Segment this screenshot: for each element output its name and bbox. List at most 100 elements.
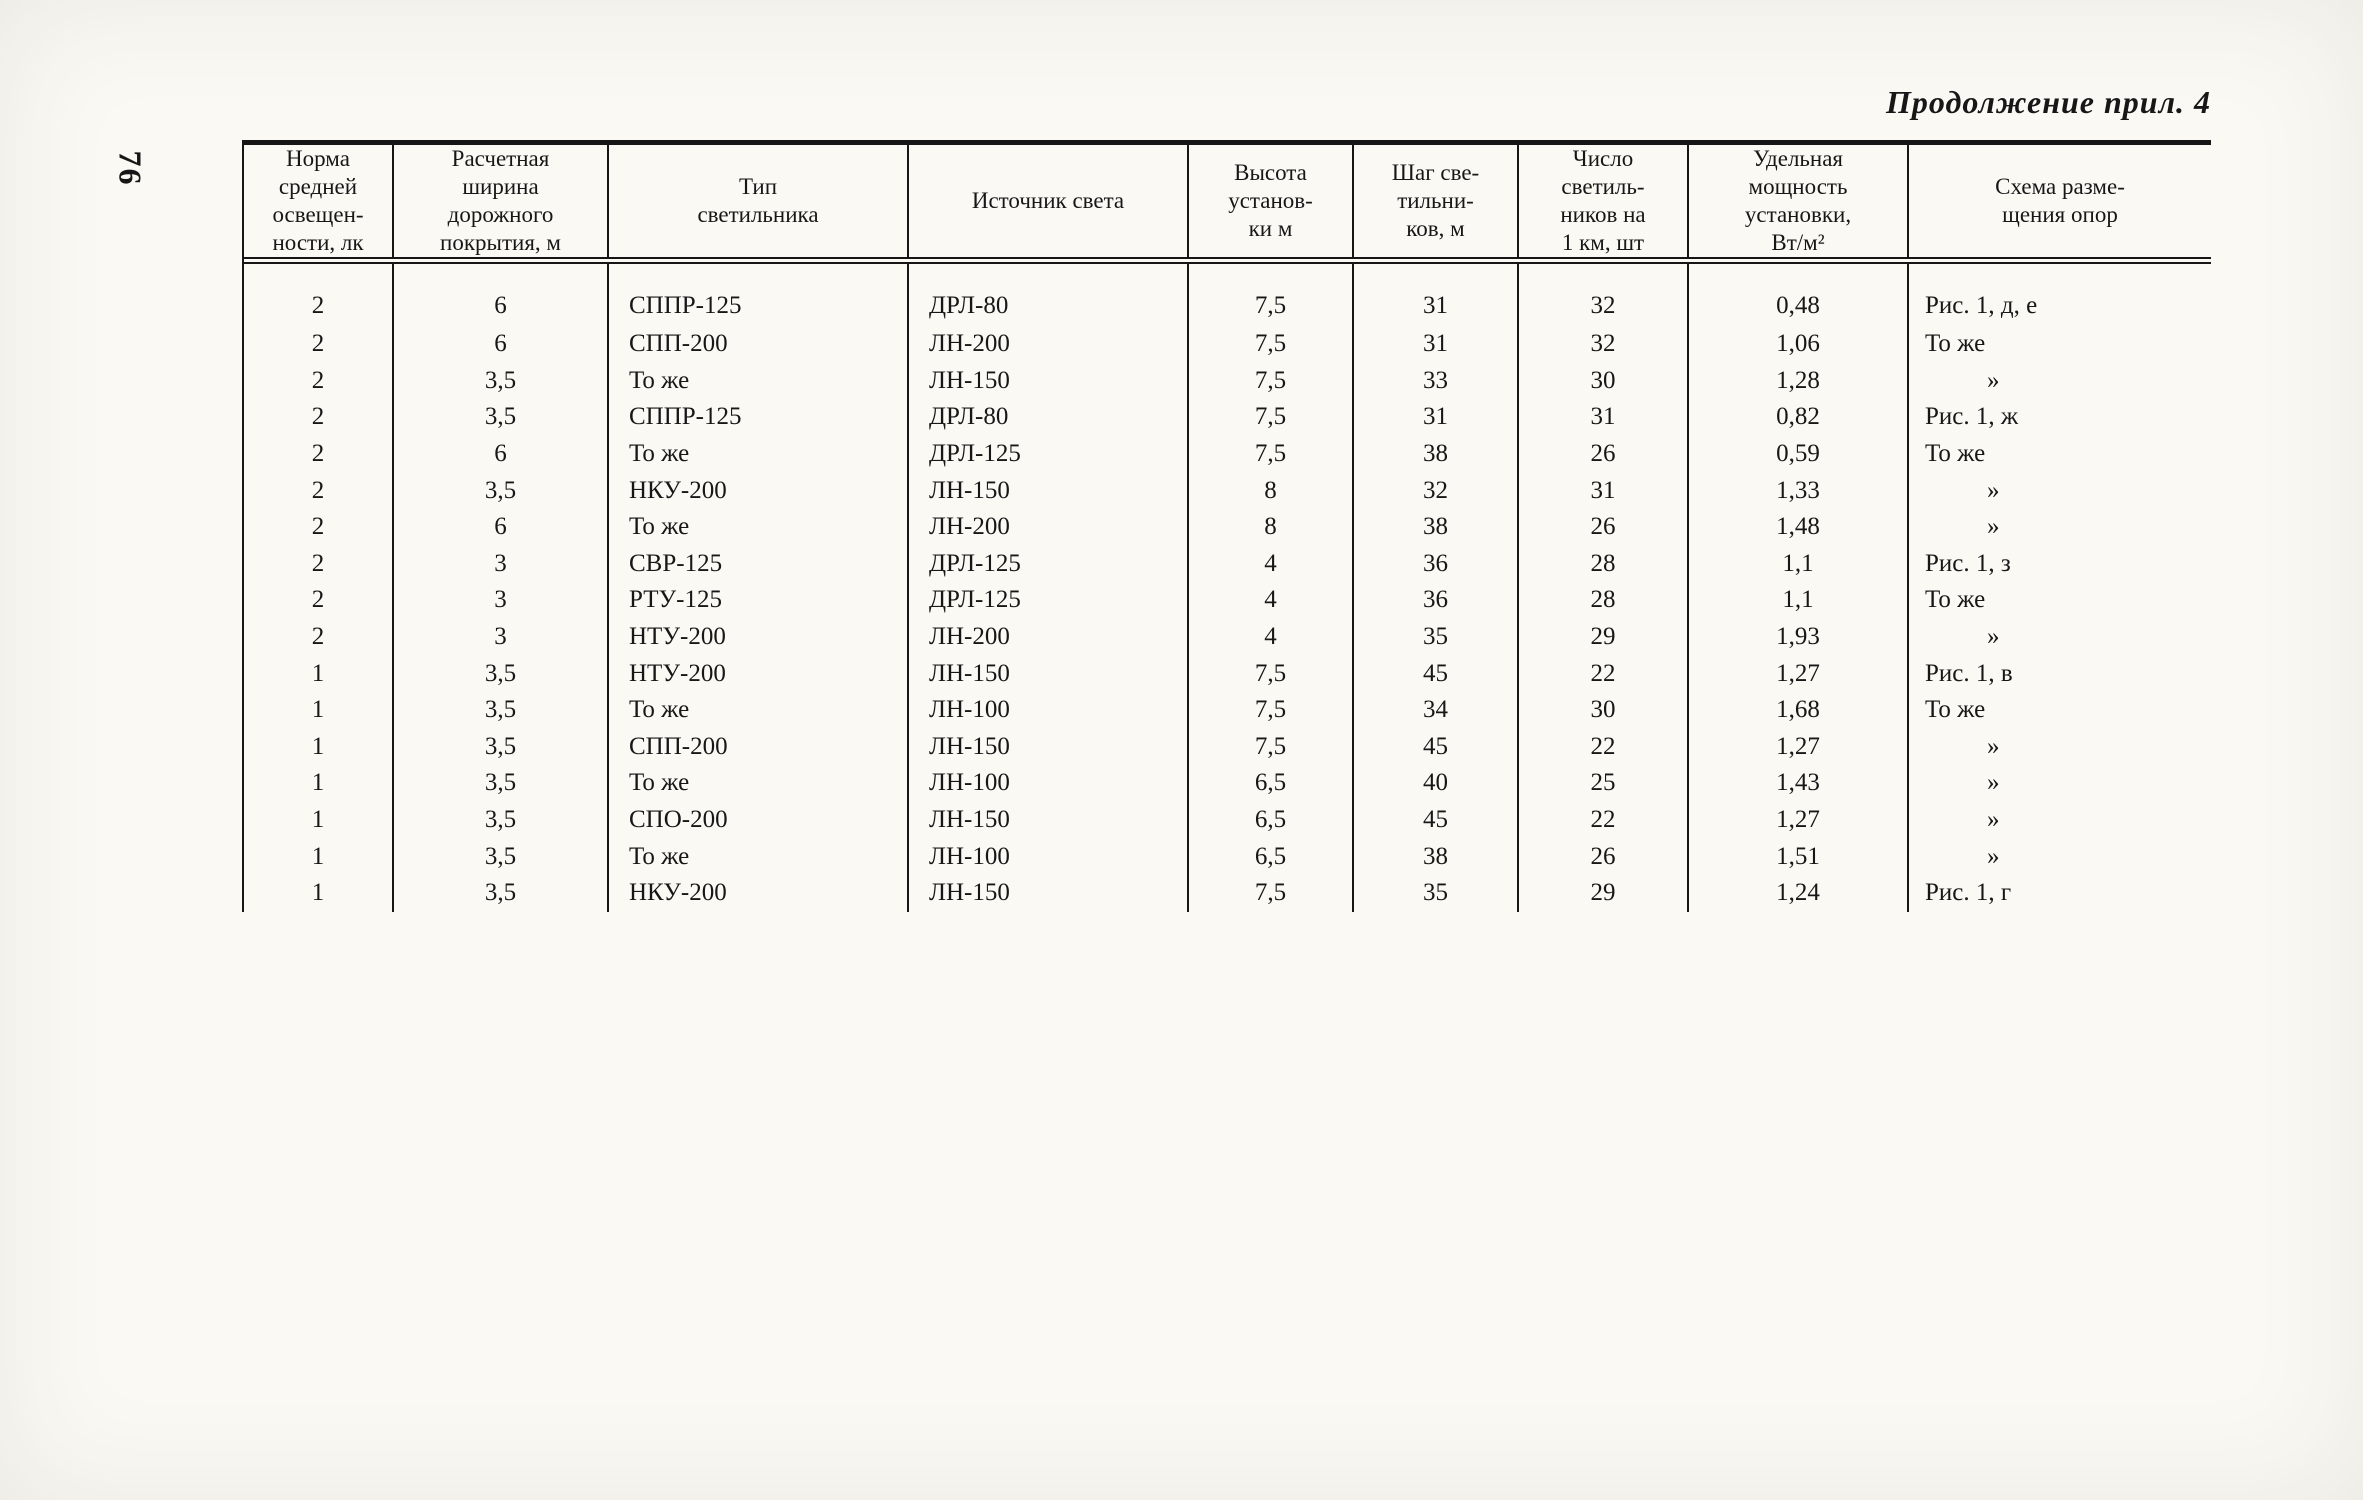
column-header: Удельная мощность установки, Вт/м² [1689, 145, 1909, 257]
table-cell: 29 [1519, 618, 1689, 656]
table-cell: 4 [1189, 582, 1354, 619]
table-cell: НТУ-200 [609, 618, 909, 656]
table-cell: То же [609, 362, 909, 400]
table-cell: 1 [244, 874, 394, 912]
table-cell: 34 [1354, 691, 1519, 729]
table-cell: 7,5 [1189, 435, 1354, 473]
column-header: Схема разме- щения опор [1995, 173, 2125, 227]
table-cell: 36 [1354, 582, 1519, 619]
table-cell: 7,5 [1189, 264, 1354, 326]
table-cell: РТУ-125 [609, 582, 909, 619]
table-cell: НКУ-200 [609, 472, 909, 509]
table-cell: ЛН-100 [909, 838, 1189, 875]
table-cell: ЛН-200 [909, 618, 1189, 656]
table-cell: 8 [1189, 508, 1354, 546]
table-cell: ЛН-150 [909, 728, 1189, 766]
table-cell: 1 [244, 838, 394, 875]
table-cell: 3,5 [394, 362, 609, 400]
table-cell: 3,5 [394, 472, 609, 509]
table-cell: 1 [244, 691, 394, 729]
table-cell: ДРЛ-125 [909, 582, 1189, 619]
table-cell: 35 [1354, 618, 1519, 656]
column-header: Норма средней освещен- ности, лк [244, 145, 394, 257]
table-cell: 2 [244, 582, 394, 619]
table-cell: СПП-200 [609, 326, 909, 363]
table-row: 2 6 СПП-200 ЛН-200 7,5 31 32 1,06 То же [244, 326, 2211, 363]
table-cell: ДРЛ-80 [909, 264, 1189, 326]
column-header: Тип светильника [609, 145, 909, 257]
table-cell: 1,51 [1689, 838, 1909, 875]
table-cell: ЛН-200 [909, 326, 1189, 363]
table-cell: 7,5 [1189, 326, 1354, 363]
table-cell: » [1987, 623, 2000, 651]
table-cell: 2 [244, 399, 394, 436]
table-cell: 36 [1354, 545, 1519, 583]
table-header-row: Норма средней освещен- ности, лк Расчетна… [244, 145, 2211, 264]
table-row: 2 3 СВР-125 ДРЛ-125 4 36 28 1,1 Рис. 1, з [244, 545, 2211, 583]
lighting-installations-table: Норма средней освещен- ности, лк Расчетна… [242, 140, 2211, 912]
table-cell: 1,24 [1689, 874, 1909, 912]
table-cell: ЛН-150 [909, 801, 1189, 839]
table-cell: Рис. 1, ж [1925, 403, 2019, 431]
table-row: 1 3,5 НТУ-200 ЛН-150 7,5 45 22 1,27 Рис. 1, в [244, 655, 2211, 692]
table-cell: 1 [244, 728, 394, 766]
table-cell: 38 [1354, 435, 1519, 473]
table-cell: 1,28 [1689, 362, 1909, 400]
column-header: Шаг све- тильни- ков, м [1354, 145, 1519, 257]
column-header: Число светиль- ников на 1 км, шт [1519, 145, 1689, 257]
table-cell: 3,5 [394, 874, 609, 912]
table-cell: 31 [1354, 264, 1519, 326]
table-cell: То же [609, 765, 909, 802]
table-cell: 6 [394, 508, 609, 546]
table-cell: 40 [1354, 765, 1519, 802]
table-cell: 0,82 [1689, 399, 1909, 436]
table-cell: 6 [394, 326, 609, 363]
table-cell: 25 [1519, 765, 1689, 802]
table-cell: 6,5 [1189, 765, 1354, 802]
table-cell: То же [609, 508, 909, 546]
table-cell: ДРЛ-80 [909, 399, 1189, 436]
table-cell: 1 [244, 801, 394, 839]
table-cell: 6,5 [1189, 838, 1354, 875]
table-cell: 3,5 [394, 691, 609, 729]
table-cell: 7,5 [1189, 399, 1354, 436]
table-row: 1 3,5 НКУ-200 ЛН-150 7,5 35 29 1,24 Рис. 1, г [244, 874, 2211, 912]
column-header: Расчетная ширина дорожного покрытия, м [394, 145, 609, 257]
table-cell: СППР-125 [609, 264, 909, 326]
table-cell: 7,5 [1189, 691, 1354, 729]
table-cell: 3,5 [394, 728, 609, 766]
table-row: 2 3 РТУ-125 ДРЛ-125 4 36 28 1,1 То же [244, 582, 2211, 619]
table-cell: То же [1925, 440, 1986, 468]
table-cell: НКУ-200 [609, 874, 909, 912]
table-cell: 31 [1354, 326, 1519, 363]
table-cell: 3,5 [394, 838, 609, 875]
table-cell: 4 [1189, 545, 1354, 583]
table-cell: Рис. 1, г [1925, 879, 2012, 907]
table-row: 1 3,5 То же ЛН-100 7,5 34 30 1,68 То же [244, 691, 2211, 729]
table-cell: » [1987, 476, 2000, 504]
table-cell: 2 [244, 326, 394, 363]
table-cell: 2 [244, 264, 394, 326]
table-cell: 1,48 [1689, 508, 1909, 546]
table-cell: СПО-200 [609, 801, 909, 839]
table-cell: 7,5 [1189, 362, 1354, 400]
table-cell: 1,43 [1689, 765, 1909, 802]
table-cell: То же [609, 838, 909, 875]
table-cell: 3 [394, 618, 609, 656]
table-cell: ЛН-150 [909, 874, 1189, 912]
table-cell: ЛН-150 [909, 472, 1189, 509]
table-cell: 2 [244, 472, 394, 509]
table-cell: Рис. 1, д, е [1925, 292, 2038, 319]
table-cell: 3,5 [394, 655, 609, 692]
table-cell: 7,5 [1189, 655, 1354, 692]
table-cell: 6,5 [1189, 801, 1354, 839]
table-cell: ДРЛ-125 [909, 545, 1189, 583]
table-cell: 45 [1354, 728, 1519, 766]
table-cell: 1,1 [1689, 545, 1909, 583]
table-cell: 1,27 [1689, 801, 1909, 839]
table-cell: 1,68 [1689, 691, 1909, 729]
table-cell: СПП-200 [609, 728, 909, 766]
table-cell: 2 [244, 362, 394, 400]
table-cell: То же [1925, 330, 1986, 358]
table-cell: То же [1925, 696, 1986, 724]
